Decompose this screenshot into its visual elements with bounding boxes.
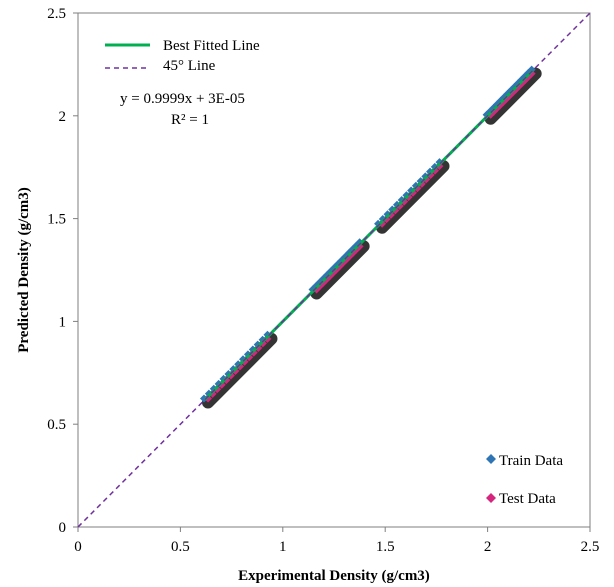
x-tick-label: 1 (279, 539, 287, 555)
axis-ticks: 0 0.5 1 1.5 2 2.5 0 0.5 1 1.5 2 2.5 (47, 6, 599, 555)
r-squared: R² = 1 (171, 112, 209, 128)
legend-45-line-label: 45° Line (163, 58, 216, 74)
legend-top: Best Fitted Line 45° Line (105, 38, 260, 74)
x-tick-label: 2.5 (581, 539, 600, 555)
line-45 (77, 12, 591, 528)
y-tick-label: 1.5 (47, 212, 66, 228)
legend-test-label: Test Data (499, 491, 556, 507)
y-tick-label: 1 (59, 314, 67, 330)
y-tick-label: 0.5 (47, 417, 66, 433)
x-tick-label: 0.5 (171, 539, 190, 555)
x-tick-label: 1.5 (376, 539, 395, 555)
x-tick-label: 0 (74, 539, 82, 555)
y-axis-title: Predicted Density (g/cm3) (16, 187, 32, 353)
legend-best-fit-label: Best Fitted Line (163, 38, 260, 54)
regression-equation: y = 0.9999x + 3E-05 (120, 91, 245, 107)
fit-lines (77, 12, 591, 528)
x-axis-title: Experimental Density (g/cm3) (238, 568, 430, 584)
legend-bottom: Train Data Test Data (486, 453, 563, 507)
y-tick-label: 2 (59, 109, 67, 125)
x-tick-label: 2 (484, 539, 492, 555)
y-tick-label: 2.5 (47, 6, 66, 22)
legend-train-marker (486, 454, 496, 464)
best-fit-line (203, 69, 534, 401)
y-tick-label: 0 (59, 520, 67, 536)
legend-test-marker (486, 493, 496, 503)
legend-train-label: Train Data (499, 453, 563, 469)
